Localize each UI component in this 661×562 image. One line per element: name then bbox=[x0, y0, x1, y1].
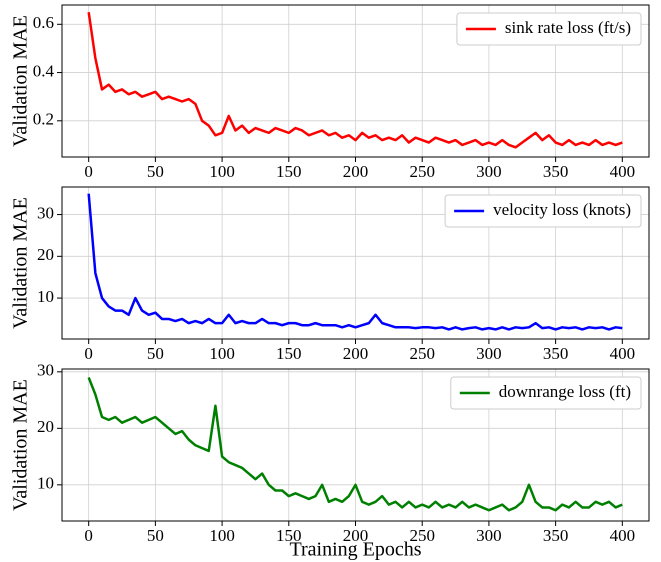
x-tick-label: 200 bbox=[343, 344, 369, 363]
legend-box bbox=[450, 376, 642, 410]
data-line bbox=[87, 12, 623, 149]
x-tick-label: 50 bbox=[147, 344, 164, 363]
x-tick-label: 0 bbox=[84, 526, 93, 545]
x-tick-label: 400 bbox=[610, 344, 636, 363]
x-tick-label: 350 bbox=[543, 526, 569, 545]
legend: sink rate loss (ft/s) bbox=[456, 12, 642, 46]
x-tick-label: 400 bbox=[610, 526, 636, 545]
y-tick-label: 30 bbox=[37, 361, 54, 380]
y-tick-label: 10 bbox=[37, 287, 54, 306]
legend-label: velocity loss (knots) bbox=[493, 200, 631, 219]
legend-box bbox=[444, 194, 642, 228]
x-tick-label: 250 bbox=[409, 526, 435, 545]
y-tick-label: 0.4 bbox=[33, 61, 55, 80]
x-tick-label: 50 bbox=[147, 162, 164, 181]
x-tick-label: 400 bbox=[610, 162, 636, 181]
x-tick-label: 300 bbox=[476, 162, 502, 181]
y-tick-label: 20 bbox=[37, 417, 54, 436]
plot-frame bbox=[61, 368, 650, 522]
data-line bbox=[87, 193, 623, 331]
x-tick-label: 250 bbox=[409, 162, 435, 181]
y-tick-label: 10 bbox=[37, 474, 54, 493]
legend: velocity loss (knots) bbox=[444, 194, 642, 228]
y-axis-label: Validation MAE bbox=[10, 379, 32, 511]
x-tick-label: 350 bbox=[543, 162, 569, 181]
legend: downrange loss (ft) bbox=[450, 376, 642, 410]
legend-box bbox=[456, 12, 642, 46]
x-tick-label: 200 bbox=[343, 162, 369, 181]
y-tick-label: 0.2 bbox=[33, 110, 54, 129]
x-tick-label: 150 bbox=[276, 526, 302, 545]
y-tick-label: 20 bbox=[37, 245, 54, 264]
x-axis-label: Training Epochs bbox=[289, 539, 421, 561]
subplot: 0 50 100 150 200 250 300 350 400 0.2 0.4 0.6Validat… bbox=[10, 4, 650, 181]
plot-frame bbox=[61, 4, 650, 158]
x-tick-label: 200 bbox=[343, 526, 369, 545]
x-tick-label: 0 bbox=[84, 162, 93, 181]
data-line bbox=[87, 377, 623, 512]
subplot: 0 50 100 150 200 250 300 350 400 10 20 30 Validation… bbox=[10, 186, 650, 363]
x-tick-label: 100 bbox=[209, 162, 235, 181]
legend-label: sink rate loss (ft/s) bbox=[505, 18, 631, 37]
x-tick-label: 250 bbox=[409, 344, 435, 363]
x-tick-label: 100 bbox=[209, 344, 235, 363]
x-tick-label: 50 bbox=[147, 526, 164, 545]
x-tick-label: 150 bbox=[276, 344, 302, 363]
x-tick-label: 150 bbox=[276, 162, 302, 181]
y-tick-label: 0.6 bbox=[33, 13, 54, 32]
subplot: 0 50 100 150 200 250 300 350 400 10 20 30 Validation… bbox=[10, 361, 650, 561]
x-tick-label: 0 bbox=[84, 344, 93, 363]
plot-frame bbox=[61, 186, 650, 340]
y-tick-label: 30 bbox=[37, 203, 54, 222]
legend-label: downrange loss (ft) bbox=[499, 382, 631, 401]
x-tick-label: 300 bbox=[476, 344, 502, 363]
y-axis-label: Validation MAE bbox=[10, 15, 32, 147]
x-tick-label: 300 bbox=[476, 526, 502, 545]
y-axis-label: Validation MAE bbox=[10, 197, 32, 329]
x-tick-label: 350 bbox=[543, 344, 569, 363]
x-tick-label: 100 bbox=[209, 526, 235, 545]
